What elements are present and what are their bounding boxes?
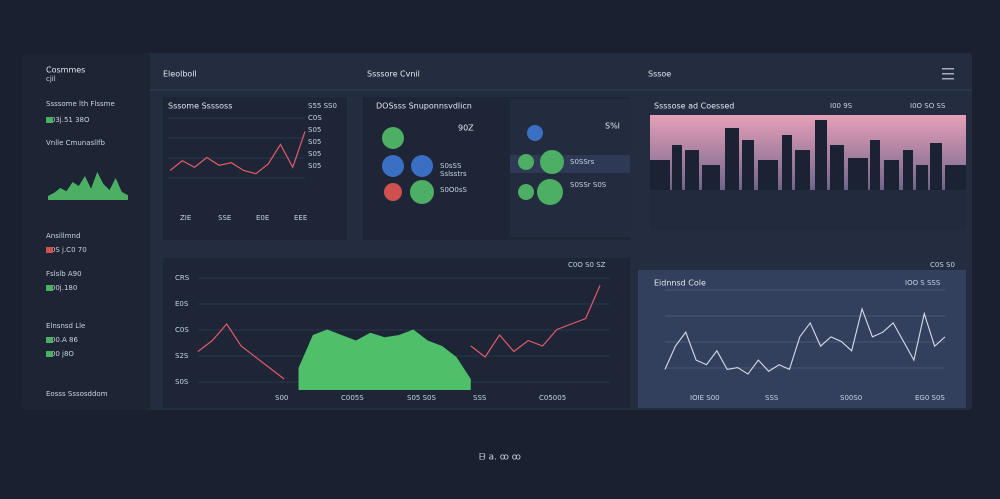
panel-title: Sssome Ssssoss [168, 102, 232, 111]
icon-label: S0SSr S0S [570, 181, 607, 189]
icon-label: S0O0sS [440, 186, 468, 194]
sidebar-subtitle: cjil [46, 75, 56, 83]
side-label: S05 [308, 150, 321, 158]
status-square [46, 351, 53, 357]
sidebar-item: Fslslb A90 [46, 270, 82, 278]
sidebar [22, 53, 150, 410]
line [169, 131, 306, 175]
line [664, 307, 946, 375]
x-tick-label: SSE [218, 214, 231, 222]
y-tick-label: CRS [175, 274, 190, 282]
x-tick-label: C005S [341, 394, 364, 402]
sidebar-item: Vnlle Cmunasllfb [46, 139, 106, 147]
tab[interactable]: Ssssore Cvnil [367, 70, 420, 79]
side-label: C0S [308, 114, 322, 122]
sidebar-item: C00j.180 [46, 284, 77, 292]
line [197, 285, 601, 380]
y-tick-label: S2S [175, 352, 189, 360]
chart-title: Eidnnsd Cole [654, 279, 706, 288]
status-square [46, 117, 53, 123]
chart-header: C0S S0 [930, 261, 955, 269]
tag: I0O SO SS [910, 102, 946, 110]
x-tick-label: S00 [275, 394, 288, 402]
menu-icon [942, 73, 954, 75]
chart-header: C0O S0 SZ [568, 261, 606, 269]
x-tick-label: SSS [765, 394, 779, 402]
sidebar-item: C0S j.C0 70 [46, 246, 87, 254]
sidebar-item: Eosss Sssosddom [46, 390, 108, 398]
x-tick-label: ZIE [180, 214, 191, 222]
status-square [46, 337, 53, 343]
x-tick-label: SSS [473, 394, 487, 402]
sidebar-item: C00 j8O [46, 350, 74, 358]
skyline [650, 120, 966, 230]
x-tick-label: EG0 S0S [915, 394, 945, 402]
sidebar-item: Ansillmnd [46, 232, 80, 240]
side-label: S55 SS0 [308, 102, 337, 110]
x-tick-label: IOIE S00 [690, 394, 720, 402]
area [298, 329, 471, 390]
menu-icon [942, 78, 954, 80]
icon-label: S0sSS [440, 162, 462, 170]
y-tick-label: S0S [175, 378, 189, 386]
icons [382, 125, 564, 205]
x-tick-label: C05005 [539, 394, 566, 402]
side-label: S05 [308, 138, 321, 146]
panel-value: 90Z [458, 124, 474, 133]
side-label: S05 [308, 126, 321, 134]
city-image [650, 115, 966, 230]
side-label: S05 [308, 162, 321, 170]
icon-label: S%l [605, 122, 620, 131]
x-tick-label: S05 S0S [407, 394, 436, 402]
sidebar-item: Elnsnsd Lle [46, 322, 85, 330]
tab[interactable]: Eleolboll [163, 70, 197, 79]
footer: ᗷ a. ꝏ ꝏ [479, 453, 521, 463]
panel [163, 97, 347, 240]
menu-icon[interactable] [942, 68, 954, 70]
sidebar-item: C03j.51 38O [46, 116, 90, 124]
sidebar-item: C00.A 86 [46, 336, 78, 344]
panel-title: DOSsss Snuponnsvdlicn [376, 102, 472, 111]
icon-label: S0SSrs [570, 158, 595, 166]
area [48, 172, 128, 200]
icon-label: Sslsstrs [440, 170, 467, 178]
status-square [46, 285, 53, 291]
x-tick-label: E0E [256, 214, 269, 222]
x-tick-label: S00S0 [840, 394, 862, 402]
y-tick-label: C0S [175, 326, 189, 334]
sidebar-title: Cosmmes [46, 66, 85, 75]
tag: I00 9S [830, 102, 853, 110]
sidebar-item: Ssssome lth Flssme [46, 100, 115, 108]
y-tick-label: E0S [175, 300, 189, 308]
x-tick-label: EEE [294, 214, 307, 222]
chart-value: IOO S SSS [905, 279, 941, 287]
panel-title: Ssssose ad Coessed [654, 102, 734, 111]
tab[interactable]: Sssoe [648, 70, 671, 79]
highlight-row [510, 155, 630, 173]
panel [638, 270, 966, 408]
status-square [46, 247, 53, 253]
